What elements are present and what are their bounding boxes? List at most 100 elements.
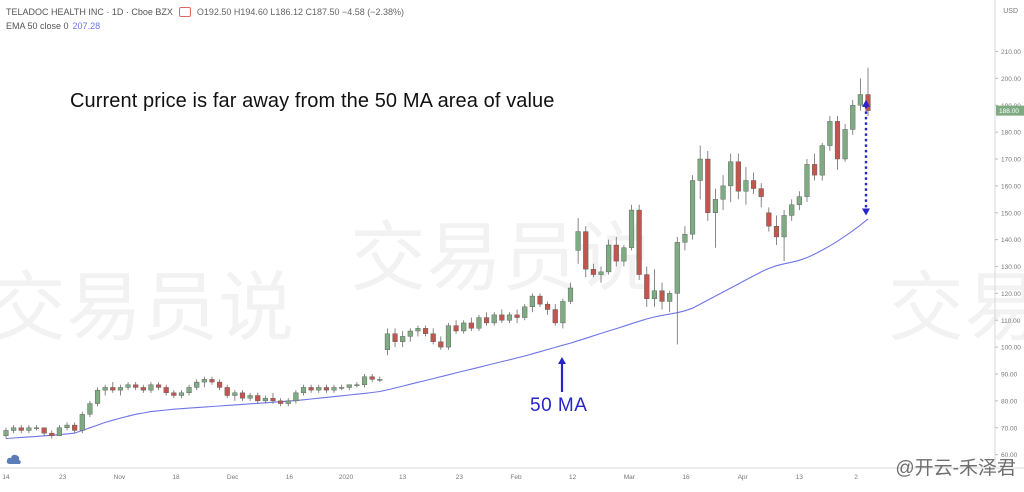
y-tick-label: 70.00: [1001, 425, 1018, 432]
x-tick-label: 16: [286, 474, 294, 481]
candle-up: [331, 387, 337, 391]
ma-pointer-arrow-head: [558, 357, 566, 364]
candle-up: [857, 94, 863, 106]
annotation-headline: Current price is far away from the 50 MA…: [70, 90, 555, 112]
watermark-right: 交易: [888, 263, 1024, 352]
x-tick-label: Nov: [114, 474, 126, 481]
candle-up: [522, 306, 528, 318]
x-tick-label: 14: [2, 474, 10, 481]
y-tick-label: 100.00: [1001, 345, 1021, 352]
candle-up: [560, 301, 566, 324]
y-tick-label: 150.00: [1001, 210, 1021, 217]
candle-down: [110, 387, 116, 391]
candle-down: [758, 188, 764, 197]
candle-up: [384, 333, 390, 351]
candle-up: [232, 392, 238, 396]
indicator-value: 207.28: [72, 21, 101, 31]
candle-down: [613, 244, 619, 262]
y-tick-label: 110.00: [1001, 318, 1021, 325]
candle-up: [400, 336, 406, 342]
candle-down: [438, 341, 444, 348]
candle-down: [270, 397, 276, 402]
candle-up: [667, 293, 673, 302]
candle-down: [430, 333, 436, 342]
x-tick-label: 13: [399, 474, 407, 481]
candle-up: [651, 290, 657, 299]
candle-up: [407, 330, 413, 337]
candle-up: [316, 387, 322, 391]
y-tick-label: 200.00: [1001, 76, 1021, 83]
candle-up: [445, 325, 452, 348]
candle-down: [163, 387, 169, 394]
candle-down: [644, 274, 650, 299]
candle-down: [751, 180, 757, 189]
legend-indicator-row: EMA 50 close 0 207.28: [6, 21, 100, 31]
candle-down: [41, 427, 47, 434]
chart-type-icon[interactable]: [178, 7, 191, 17]
candle-up: [827, 121, 833, 146]
candle-up: [56, 427, 62, 437]
candle-up: [117, 387, 123, 391]
candle-up: [361, 376, 368, 385]
x-tick-label: Feb: [510, 474, 522, 481]
candle-down: [499, 314, 505, 321]
x-tick-label: Apr: [738, 474, 749, 481]
candle-down: [133, 384, 139, 388]
candle-down: [156, 384, 162, 388]
candle-up: [79, 414, 85, 431]
candle-down: [278, 400, 284, 404]
candle-down: [773, 225, 780, 238]
candle-up: [819, 145, 825, 176]
cloud-icon[interactable]: [6, 452, 22, 466]
distance-arrow-head-up: [862, 99, 870, 107]
watermark-left: 交易员说: [0, 263, 294, 352]
candle-down: [545, 303, 551, 310]
indicator-label: EMA 50 close 0: [6, 21, 69, 31]
symbol-label: TELADOC HEALTH INC · 1D · Cboe BZX: [6, 7, 173, 17]
candle-down: [422, 328, 429, 334]
candle-up: [415, 328, 421, 332]
candle-up: [598, 271, 604, 275]
candle-up: [148, 384, 154, 391]
ohlc-readout: O192.50 H194.60 L186.12 C187.50 −4.58 (−…: [196, 7, 405, 17]
candle-down: [766, 212, 772, 227]
x-tick-label: 13: [796, 474, 804, 481]
candle-down: [453, 325, 459, 332]
y-tick-label: 90.00: [1001, 372, 1018, 379]
candle-down: [18, 427, 24, 431]
candle-up: [125, 384, 131, 388]
candle-up: [354, 384, 360, 386]
candle-up: [201, 379, 207, 383]
candle-up: [285, 400, 291, 404]
candle-up: [606, 244, 612, 273]
x-tick-label: Mar: [624, 474, 636, 481]
y-tick-label: 80.00: [1001, 398, 1018, 405]
candle-up: [842, 129, 848, 160]
candle-down: [514, 314, 520, 318]
y-tick-label: 130.00: [1001, 264, 1021, 271]
y-tick-label: 140.00: [1001, 237, 1021, 244]
price-tag-label: 188.00: [999, 108, 1019, 115]
candle-up: [628, 209, 635, 248]
candle-up: [476, 317, 482, 329]
candle-down: [659, 290, 665, 302]
candle-down: [552, 309, 558, 324]
candle-down: [49, 432, 55, 437]
y-tick-label: 180.00: [1001, 130, 1021, 137]
candle-up: [377, 379, 383, 381]
candle-up: [3, 430, 9, 437]
candle-up: [11, 427, 17, 431]
candle-down: [636, 209, 642, 275]
annotation-50ma-label: 50 MA: [530, 395, 588, 416]
candle-up: [64, 424, 70, 428]
candle-up: [346, 384, 352, 388]
y-tick-label: 210.00: [1001, 49, 1021, 56]
candle-up: [697, 158, 703, 181]
candle-down: [224, 387, 230, 396]
candle-up: [689, 180, 696, 235]
y-tick-label: 60.00: [1001, 452, 1018, 459]
candle-down: [468, 322, 474, 329]
currency-label: USD: [1003, 8, 1018, 15]
